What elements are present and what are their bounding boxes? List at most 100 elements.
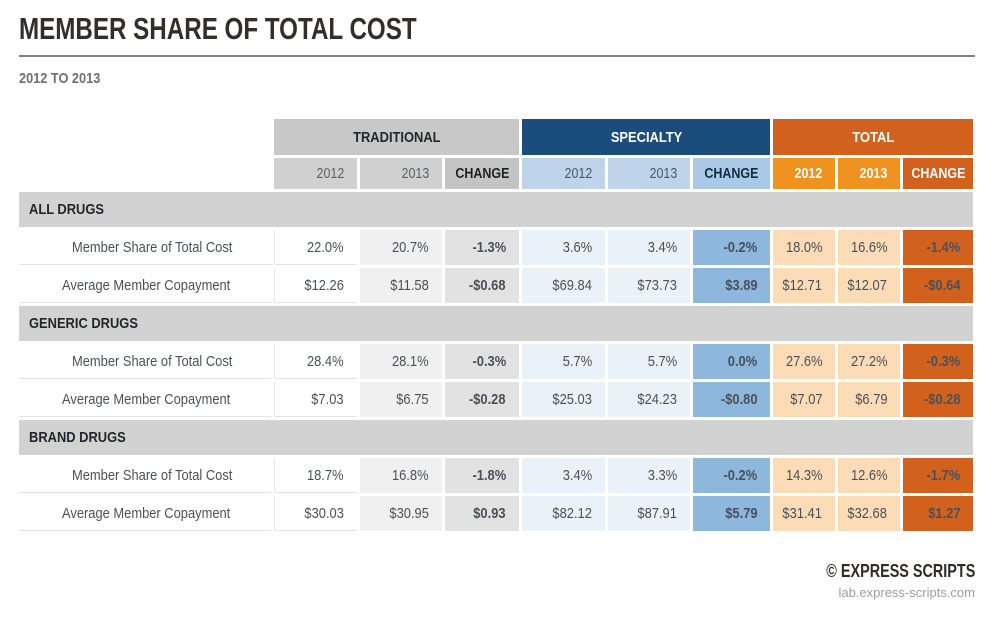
value-text: 22.0% bbox=[307, 238, 344, 256]
col-header-text: CHANGE bbox=[704, 165, 759, 182]
value-text: -$0.28 bbox=[469, 391, 507, 409]
value-cell: $7.07 bbox=[773, 382, 836, 418]
value-cell: -$0.28 bbox=[445, 382, 520, 418]
section-row: GENERIC DRUGS bbox=[19, 306, 974, 342]
value-cell: 27.2% bbox=[838, 344, 901, 380]
value-text: $12.26 bbox=[304, 276, 344, 294]
value-text: $30.95 bbox=[389, 505, 429, 523]
value-text: -0.3% bbox=[926, 353, 961, 371]
value-text: $31.41 bbox=[782, 505, 823, 523]
value-cell: $30.95 bbox=[360, 496, 442, 532]
value-cell: -$0.28 bbox=[903, 382, 974, 418]
value-text: -1.7% bbox=[926, 467, 961, 485]
page-subtitle-text: 2012 TO 2013 bbox=[19, 70, 101, 88]
value-cell: -$0.80 bbox=[693, 382, 771, 418]
value-cell: $12.26 bbox=[274, 268, 357, 304]
value-text: -0.3% bbox=[472, 353, 507, 371]
col-header-text: 2013 bbox=[401, 165, 429, 182]
page-title-text: MEMBER SHARE OF TOTAL COST bbox=[19, 11, 417, 46]
value-cell: $24.23 bbox=[608, 382, 691, 418]
value-text: -1.8% bbox=[472, 467, 507, 485]
row-label-text: Member Share of Total Cost bbox=[71, 238, 232, 256]
value-cell: 28.4% bbox=[274, 344, 357, 380]
col-header-traditional-2012: 2012 bbox=[274, 158, 357, 190]
value-text: $6.79 bbox=[854, 391, 888, 409]
value-text: $25.03 bbox=[552, 391, 593, 409]
group-header-total-text: TOTAL bbox=[852, 128, 894, 146]
value-cell: 5.7% bbox=[608, 344, 691, 380]
value-cell: -0.3% bbox=[445, 344, 520, 380]
value-text: 16.6% bbox=[850, 239, 888, 257]
value-cell: -$0.64 bbox=[903, 268, 974, 304]
value-cell: -1.7% bbox=[903, 458, 974, 494]
row-label-text: Average Member Copayment bbox=[62, 390, 231, 408]
group-header-total: TOTAL bbox=[773, 119, 974, 156]
value-text: -$0.64 bbox=[923, 277, 961, 295]
value-text: $69.84 bbox=[552, 277, 593, 295]
section-header: BRAND DRUGS bbox=[19, 420, 974, 456]
value-text: 20.7% bbox=[392, 239, 429, 257]
section-header: GENERIC DRUGS bbox=[19, 306, 974, 342]
value-cell: $12.71 bbox=[773, 268, 836, 304]
value-text: 27.6% bbox=[785, 353, 823, 371]
value-text: $0.93 bbox=[473, 505, 507, 523]
value-cell: $6.79 bbox=[838, 382, 901, 418]
value-cell: $82.12 bbox=[522, 496, 606, 532]
value-cell: -1.3% bbox=[445, 230, 520, 266]
page-subtitle: 2012 TO 2013 bbox=[19, 70, 975, 87]
col-header-total-change: CHANGE bbox=[903, 158, 974, 190]
value-text: 27.2% bbox=[850, 353, 888, 371]
value-text: 3.6% bbox=[562, 239, 593, 257]
value-cell: $3.89 bbox=[693, 268, 771, 304]
value-text: -$0.68 bbox=[469, 277, 507, 295]
brand-credit-text: © EXPRESS SCRIPTS bbox=[825, 561, 975, 582]
value-cell: 3.4% bbox=[522, 458, 606, 494]
value-text: -0.2% bbox=[723, 467, 758, 485]
value-cell: -1.4% bbox=[903, 230, 974, 266]
value-cell: 18.7% bbox=[274, 458, 357, 494]
col-header-text: 2012 bbox=[794, 165, 823, 182]
value-cell: 0.0% bbox=[693, 344, 771, 380]
value-text: 16.8% bbox=[392, 467, 429, 485]
value-cell: $5.79 bbox=[693, 496, 771, 532]
value-cell: 3.4% bbox=[608, 230, 691, 266]
col-header-text: 2012 bbox=[564, 165, 593, 182]
group-header-traditional: TRADITIONAL bbox=[274, 119, 520, 156]
row-label: Average Member Copayment bbox=[19, 496, 271, 532]
row-label: Member Share of Total Cost bbox=[19, 230, 271, 266]
col-header-specialty-change: CHANGE bbox=[693, 158, 771, 190]
value-text: 18.0% bbox=[785, 239, 823, 257]
value-cell: $6.75 bbox=[360, 382, 442, 418]
value-cell: 16.6% bbox=[838, 230, 901, 266]
value-cell: 16.8% bbox=[360, 458, 442, 494]
row-label: Average Member Copayment bbox=[19, 382, 271, 418]
value-cell: $30.03 bbox=[274, 496, 357, 532]
header-spacer bbox=[19, 158, 271, 189]
value-text: -$0.28 bbox=[923, 391, 961, 409]
value-cell: $7.03 bbox=[274, 382, 357, 418]
table-row: Average Member Copayment $12.26 $11.58 -$0.… bbox=[19, 268, 974, 304]
value-cell: -0.3% bbox=[903, 344, 974, 380]
value-text: -1.4% bbox=[926, 239, 961, 257]
header-spacer bbox=[19, 119, 271, 155]
value-cell: $32.68 bbox=[838, 496, 901, 532]
section-row: BRAND DRUGS bbox=[19, 420, 974, 456]
value-cell: 27.6% bbox=[773, 344, 836, 380]
col-header-specialty-2012: 2012 bbox=[522, 158, 606, 190]
value-cell: $73.73 bbox=[608, 268, 691, 304]
table-row: Average Member Copayment $30.03 $30.95 $0.9… bbox=[19, 496, 974, 532]
value-text: -$0.80 bbox=[720, 391, 758, 409]
value-text: -1.3% bbox=[472, 239, 507, 257]
value-text: -0.2% bbox=[723, 239, 758, 257]
col-header-total-2012: 2012 bbox=[773, 158, 836, 190]
col-header-text: 2012 bbox=[316, 165, 344, 182]
value-text: 0.0% bbox=[727, 353, 758, 371]
value-text: $6.75 bbox=[396, 391, 429, 409]
value-text: $82.12 bbox=[552, 505, 593, 523]
value-text: $12.71 bbox=[782, 277, 823, 295]
value-text: $5.79 bbox=[724, 505, 758, 523]
col-header-text: CHANGE bbox=[454, 165, 510, 182]
col-header-traditional-2013: 2013 bbox=[360, 158, 442, 190]
col-header-specialty-2013: 2013 bbox=[608, 158, 691, 190]
group-header-traditional-text: TRADITIONAL bbox=[352, 128, 441, 146]
